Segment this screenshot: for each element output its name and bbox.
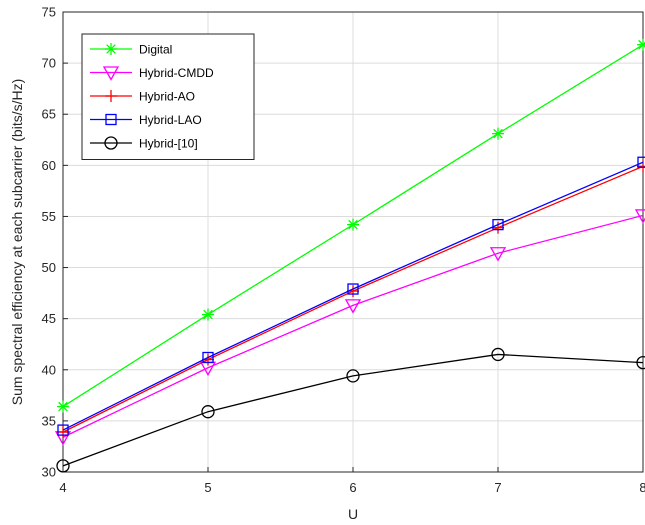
data-point-circle: [56, 459, 70, 473]
data-point-asterisk: [637, 38, 645, 51]
data-point-asterisk: [57, 400, 69, 413]
y-tick-label: 30: [42, 465, 56, 480]
data-point-plus: [492, 221, 504, 234]
y-tick-label: 40: [42, 362, 56, 377]
data-point-plus: [105, 90, 117, 102]
legend-entry: Digital: [90, 43, 172, 57]
data-point-square: [57, 424, 69, 436]
legend-label: Hybrid-[10]: [139, 137, 198, 151]
data-point-triangle: [344, 299, 362, 314]
legend-entry: Hybrid-CMDD: [90, 66, 214, 81]
y-tick-label: 60: [42, 158, 56, 173]
legend-entry: Hybrid-[10]: [90, 136, 198, 151]
series-hybrid-cmdd: [54, 209, 645, 446]
legend-entry: Hybrid-AO: [90, 90, 195, 104]
series-line: [62, 214, 644, 438]
x-tick-label: 7: [494, 480, 501, 495]
legend-label: Hybrid-CMDD: [139, 66, 214, 80]
series-hybrid-10: [56, 347, 645, 473]
legend-entry: Hybrid-LAO: [90, 113, 202, 127]
data-point-square: [202, 351, 214, 364]
data-point-circle: [104, 136, 118, 150]
data-point-asterisk: [492, 127, 504, 140]
y-tick-label: 75: [42, 5, 56, 20]
data-point-square: [492, 218, 504, 231]
data-point-asterisk: [202, 308, 214, 321]
data-point-asterisk: [105, 43, 117, 55]
data-point-circle: [346, 369, 360, 383]
series-hybrid-lao: [57, 156, 645, 436]
y-tick-label: 50: [42, 260, 56, 275]
data-point-square: [637, 156, 645, 168]
data-point-asterisk: [347, 218, 359, 231]
series-digital: [57, 38, 645, 413]
data-point-square: [347, 283, 359, 295]
y-axis-label: Sum spectral efficiency at each subcarri…: [9, 79, 25, 406]
data-point-square: [105, 113, 117, 126]
data-point-circle: [491, 347, 505, 362]
series-line: [62, 161, 644, 431]
data-point-triangle: [102, 66, 120, 81]
data-point-triangle: [634, 209, 645, 224]
data-point-circle: [201, 405, 215, 419]
data-point-circle: [636, 355, 645, 370]
x-tick-label: 4: [59, 480, 66, 495]
data-point-plus: [57, 426, 69, 439]
y-tick-label: 70: [42, 56, 56, 71]
y-tick-label: 65: [42, 107, 56, 122]
x-tick-label: 5: [204, 480, 211, 495]
x-axis-label: U: [348, 506, 358, 522]
series-line: [62, 353, 644, 467]
y-tick-label: 55: [42, 209, 56, 224]
legend: Digital Hybrid-CMDD Hybrid-AO Hybrid-LAO Hyb…: [81, 33, 255, 160]
series-hybrid-ao: [57, 160, 645, 439]
legend-label: Hybrid-LAO: [139, 113, 202, 127]
x-tick-label: 6: [349, 480, 356, 495]
y-tick-label: 35: [42, 413, 56, 428]
x-tick-label: 8: [639, 480, 645, 495]
legend-label: Digital: [139, 43, 172, 57]
series-group: [54, 38, 645, 473]
data-point-triangle: [489, 247, 507, 262]
y-tick-label: 45: [42, 311, 56, 326]
legend-label: Hybrid-AO: [139, 90, 195, 104]
